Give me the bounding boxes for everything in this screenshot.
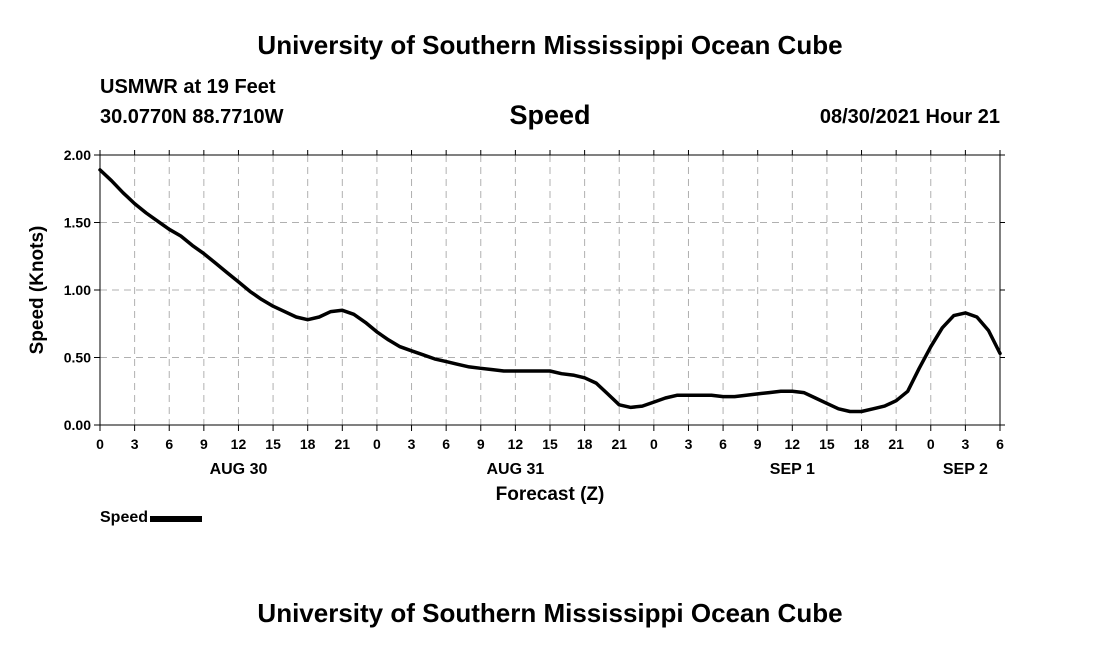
- page-title: University of Southern Mississippi Ocean…: [257, 30, 843, 60]
- x-tick-label: 0: [927, 436, 935, 452]
- x-tick-label: 12: [231, 436, 247, 452]
- axis-ticks: 0 3 6 9 12 15 18 21 0 3 6 9 12 15 18 21 0 3 6 9 12 15 18 21 0 3 6 A…: [64, 147, 1005, 478]
- y-tick-label: 1.00: [64, 282, 91, 298]
- legend: Speed: [100, 509, 203, 527]
- x-tick-label: 3: [131, 436, 139, 452]
- x-tick-label: 12: [508, 436, 524, 452]
- x-date-label: AUG 31: [486, 461, 544, 478]
- x-tick-label: 21: [611, 436, 627, 452]
- y-axis-label: Speed (Knots): [27, 226, 48, 355]
- x-axis-label: Forecast (Z): [496, 484, 605, 505]
- y-tick-label: 2.00: [64, 147, 91, 163]
- x-tick-label: 9: [754, 436, 762, 452]
- x-tick-label: 6: [442, 436, 450, 452]
- x-tick-label: 3: [408, 436, 416, 452]
- x-tick-label: 18: [854, 436, 870, 452]
- x-tick-label: 15: [542, 436, 558, 452]
- x-date-label: SEP 2: [943, 461, 988, 478]
- legend-label: Speed: [100, 509, 149, 526]
- x-tick-label: 18: [300, 436, 316, 452]
- station-label: USMWR at 19 Feet: [100, 76, 276, 98]
- x-tick-label: 0: [373, 436, 381, 452]
- legend-swatch: [150, 516, 203, 522]
- x-tick-label: 0: [650, 436, 658, 452]
- x-date-label: SEP 1: [770, 461, 815, 478]
- issued-datetime: 08/30/2021 Hour 21: [819, 106, 1000, 128]
- x-tick-label: 6: [719, 436, 727, 452]
- x-tick-label: 6: [996, 436, 1004, 452]
- y-tick-label: 0.50: [64, 350, 91, 366]
- x-tick-label: 21: [335, 436, 351, 452]
- gridlines: [100, 155, 1000, 425]
- speed-series-line: [98, 168, 1002, 414]
- footer-title: University of Southern Mississippi Ocean…: [257, 598, 843, 628]
- x-tick-label: 21: [888, 436, 904, 452]
- x-tick-label: 18: [577, 436, 593, 452]
- x-tick-label: 15: [819, 436, 835, 452]
- x-tick-label: 3: [685, 436, 693, 452]
- x-tick-label: 9: [477, 436, 485, 452]
- y-tick-label: 1.50: [64, 215, 91, 231]
- y-tick-label: 0.00: [64, 417, 91, 433]
- x-tick-label: 0: [96, 436, 104, 452]
- x-tick-label: 15: [265, 436, 281, 452]
- chart-title: Speed: [509, 100, 591, 130]
- x-date-label: AUG 30: [210, 461, 268, 478]
- station-coordinates: 30.0770N 88.7710W: [100, 106, 284, 128]
- x-tick-label: 6: [165, 436, 173, 452]
- x-tick-label: 3: [961, 436, 969, 452]
- x-tick-label: 12: [785, 436, 801, 452]
- x-tick-label: 9: [200, 436, 208, 452]
